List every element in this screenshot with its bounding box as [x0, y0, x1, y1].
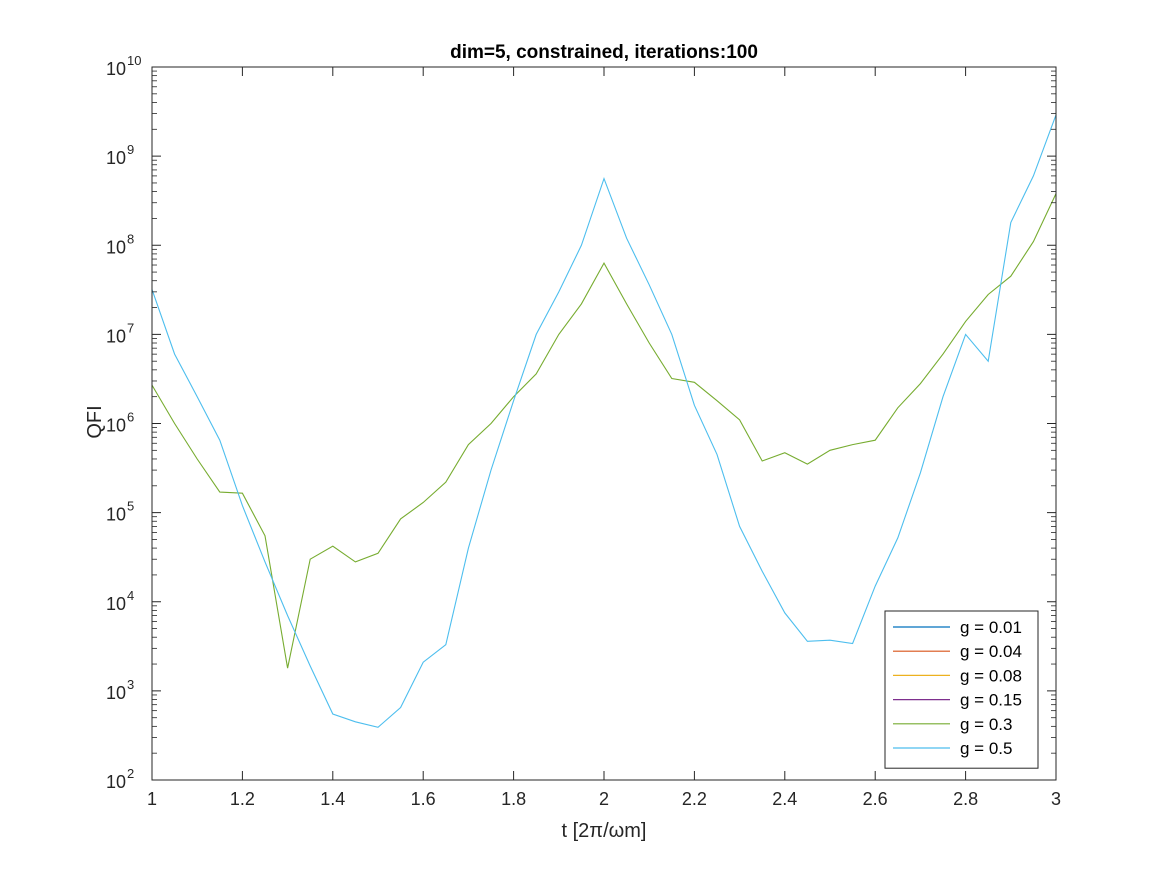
legend-entry-label: g = 0.04: [960, 642, 1022, 661]
y-tick-label: 10: [106, 772, 126, 792]
x-tick-label: 2: [599, 789, 609, 809]
series-line-5: [151, 114, 1057, 728]
y-tick-exponent: 5: [127, 499, 134, 514]
x-tick-label: 2.6: [863, 789, 888, 809]
y-tick-exponent: 6: [127, 410, 134, 425]
y-tick-label: 10: [106, 237, 126, 257]
legend-entry-label: g = 0.5: [960, 739, 1012, 758]
x-tick-label: 1: [147, 789, 157, 809]
y-tick-exponent: 9: [127, 142, 134, 157]
chart-title: dim=5, constrained, iterations:100: [450, 42, 758, 63]
x-tick-label: 1.2: [230, 789, 255, 809]
legend-entry-label: g = 0.01: [960, 618, 1022, 637]
y-axis-label: QFI: [84, 405, 106, 438]
x-tick-label: 2.4: [772, 789, 797, 809]
x-axis-label: t [2π/ωm]: [562, 820, 647, 842]
x-tick-label: 1.4: [320, 789, 345, 809]
series-line-4: [151, 193, 1057, 669]
y-tick-label: 10: [106, 594, 126, 614]
y-tick-label: 10: [106, 683, 126, 703]
y-tick-label: 10: [106, 505, 126, 525]
y-tick-label: 10: [106, 326, 126, 346]
x-tick-label: 2.2: [682, 789, 707, 809]
y-tick-label: 10: [106, 148, 126, 168]
y-tick-exponent: 3: [127, 677, 134, 692]
y-tick-label: 10: [106, 416, 126, 436]
legend: g = 0.01 g = 0.04 g = 0.08 g = 0.15 g = 0.3 g…: [884, 610, 1039, 769]
x-tick-label: 3: [1051, 789, 1061, 809]
series-layer: [151, 114, 1057, 728]
legend-entry-label: g = 0.08: [960, 666, 1022, 685]
y-tick-exponent: 4: [127, 588, 134, 603]
axes-layer: 1 1.2 1.4 1.6 1.8 2 2.2 2.4 2.6 2.8 310 210 310 410 51…: [106, 53, 1061, 809]
y-tick-exponent: 10: [127, 53, 141, 68]
x-tick-label: 1.8: [501, 789, 526, 809]
legend-box: [884, 610, 1039, 769]
legend-entry-label: g = 0.15: [960, 691, 1022, 710]
y-tick-exponent: 7: [127, 320, 134, 335]
y-tick-exponent: 2: [127, 766, 134, 781]
legend-entry-label: g = 0.3: [960, 715, 1012, 734]
y-tick-label: 10: [106, 59, 126, 79]
x-tick-label: 2.8: [953, 789, 978, 809]
y-tick-exponent: 8: [127, 231, 134, 246]
x-tick-label: 1.6: [411, 789, 436, 809]
